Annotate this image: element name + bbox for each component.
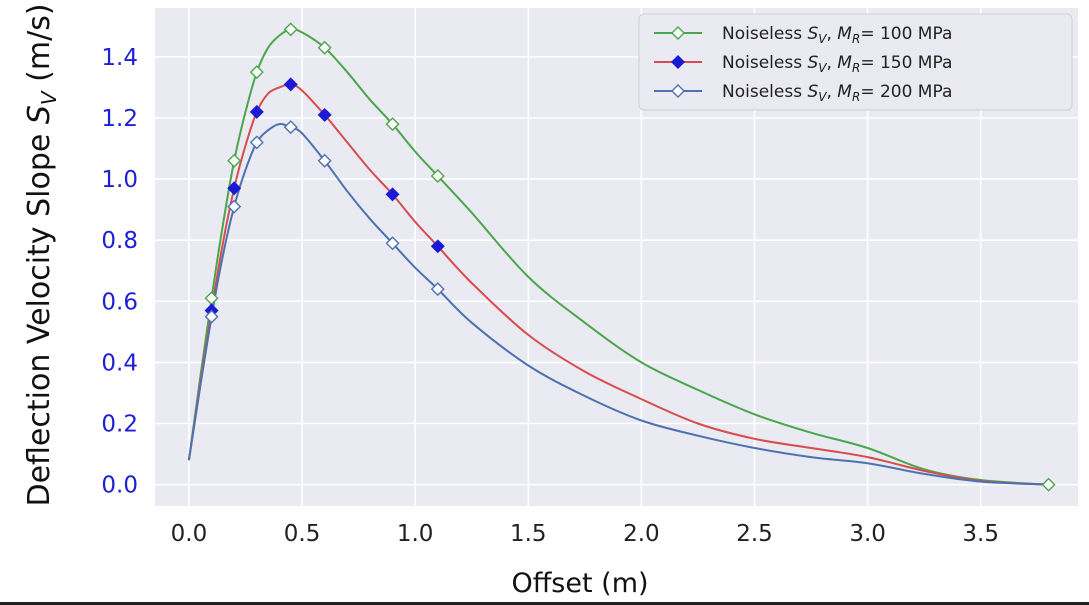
data-point [249,104,264,119]
data-point [385,117,400,132]
series-markers [204,22,1056,492]
y-tick-label: 1.4 [101,45,138,71]
x-tick-label: 0.5 [284,521,321,547]
x-tick-label: 1.0 [397,521,434,547]
data-point [317,153,332,168]
data-point [385,236,400,251]
x-tick-label: 3.0 [849,521,886,547]
data-point [283,22,298,37]
legend-label: Noiseless SV, MR= 100 MPa [722,24,952,46]
legend-box [638,13,1073,111]
data-point [430,239,445,254]
data-point [204,309,219,324]
legend-marker [671,84,685,98]
data-point [227,181,242,196]
data-point [385,187,400,202]
legend-label: Noiseless SV, MR= 200 MPa [722,82,952,104]
data-point [283,120,298,135]
data-point [227,199,242,214]
y-tick-label: 0.2 [101,412,138,438]
x-tick-label: 2.5 [736,521,773,547]
data-point [1041,477,1056,492]
x-axis-label: Offset (m) [511,568,648,599]
data-point [317,40,332,55]
legend-marker [671,55,685,69]
y-tick-label: 1.0 [101,167,138,193]
data-point [317,107,332,122]
x-tick-label: 0.0 [171,521,208,547]
y-tick-label: 1.2 [101,106,138,132]
y-tick-label: 0.0 [101,473,138,499]
y-tick-labels: 0.0 0.2 0.4 0.6 0.8 1.0 1.2 1.4 [101,45,138,499]
y-tick-label: 0.6 [101,289,138,315]
series-line-3 [187,123,1049,486]
legend: Noiseless SV, MR= 100 MPa Noiseless SV, M… [638,13,1073,111]
x-tick-label: 2.0 [623,521,660,547]
x-tick-label: 3.5 [962,521,999,547]
legend-marker [671,26,685,40]
y-axis-label: Deflection Velocity Slope SV (m/s) [22,3,61,506]
data-point [430,282,445,297]
x-tick-label: 1.5 [510,521,547,547]
data-point [283,77,298,92]
x-tick-labels: 0.0 0.5 1.0 1.5 2.0 2.5 3.0 3.5 [171,521,999,547]
data-point [249,135,264,150]
data-point [227,153,242,168]
bottom-border [0,602,1089,605]
series-line-2 [187,83,1049,486]
data-point [249,65,264,80]
data-point [430,169,445,184]
y-tick-label: 0.4 [101,350,138,376]
legend-label: Noiseless SV, MR= 150 MPa [722,53,952,75]
y-tick-label: 0.8 [101,228,138,254]
